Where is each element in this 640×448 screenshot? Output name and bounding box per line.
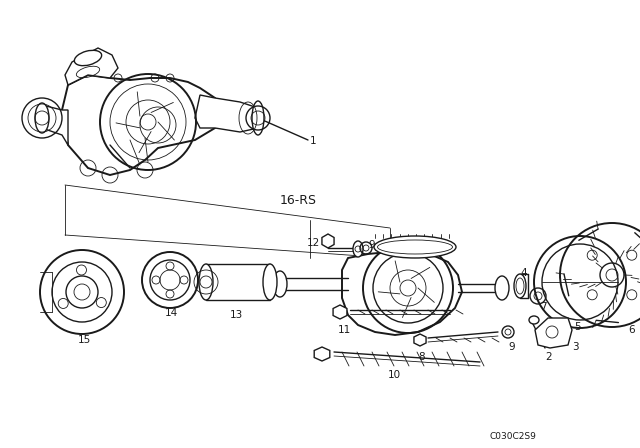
Ellipse shape: [374, 236, 456, 258]
Text: 11: 11: [338, 325, 351, 335]
Text: 16-RS: 16-RS: [280, 194, 317, 207]
Ellipse shape: [529, 316, 539, 324]
Ellipse shape: [353, 241, 363, 257]
Text: 6: 6: [628, 325, 635, 335]
Ellipse shape: [263, 264, 277, 300]
Text: 2: 2: [545, 352, 552, 362]
Ellipse shape: [514, 274, 526, 298]
Polygon shape: [65, 48, 118, 85]
Polygon shape: [62, 75, 220, 175]
Ellipse shape: [74, 50, 102, 66]
Polygon shape: [322, 234, 334, 248]
Polygon shape: [342, 252, 462, 335]
Text: 13: 13: [230, 310, 243, 320]
Text: 9: 9: [508, 342, 515, 352]
Polygon shape: [314, 347, 330, 361]
Text: C030C2S9: C030C2S9: [490, 432, 537, 441]
Ellipse shape: [199, 264, 213, 300]
Text: 4: 4: [520, 268, 527, 278]
Text: 15: 15: [78, 335, 92, 345]
Ellipse shape: [35, 103, 49, 133]
Text: 8: 8: [418, 352, 424, 362]
Polygon shape: [195, 95, 262, 132]
Text: 5: 5: [574, 322, 580, 332]
Ellipse shape: [495, 276, 509, 300]
Text: 12: 12: [307, 238, 320, 248]
Text: 14: 14: [165, 308, 179, 318]
Polygon shape: [333, 305, 347, 319]
Text: 7: 7: [540, 302, 547, 312]
Ellipse shape: [273, 271, 287, 297]
Text: 3: 3: [572, 342, 579, 352]
Bar: [206, 264, 270, 300]
Text: 1: 1: [310, 136, 317, 146]
Text: 10: 10: [388, 370, 401, 380]
Polygon shape: [414, 334, 426, 346]
Ellipse shape: [252, 101, 264, 135]
Polygon shape: [535, 318, 572, 348]
Polygon shape: [38, 105, 68, 145]
Text: 9: 9: [368, 240, 374, 250]
